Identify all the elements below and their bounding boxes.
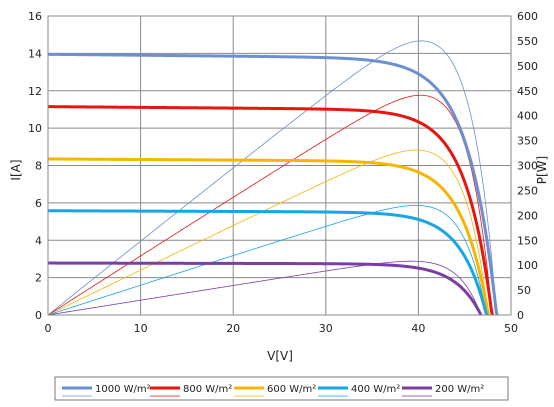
legend-box <box>54 376 509 401</box>
tick-labels: 0 10 20 30 40 5002468101214160501001502002503… <box>28 10 538 335</box>
legend-label: 400 W/m² <box>351 384 400 395</box>
y-right-tick-label: 500 <box>517 60 538 73</box>
legend-label: 1000 W/m² <box>95 384 151 395</box>
y-right-tick-label: 100 <box>517 259 538 272</box>
y-left-tick-label: 12 <box>28 85 42 98</box>
x-tick-label: 50 <box>504 322 518 335</box>
y-right-tick-label: 150 <box>517 234 538 247</box>
y-right-tick-label: 600 <box>517 10 538 23</box>
x-tick-label: 10 <box>134 322 148 335</box>
x-tick-label: 30 <box>319 322 333 335</box>
y-right-tick-label: 400 <box>517 110 538 123</box>
current-curves <box>47 52 499 317</box>
current-curve-series-5 <box>47 261 483 317</box>
x-tick-label: 40 <box>411 322 425 335</box>
current-curve-series-4 <box>47 209 489 316</box>
y-left-tick-label: 2 <box>35 272 42 285</box>
y-right-tick-label: 450 <box>517 85 538 98</box>
y-left-axis-title: I[A] <box>9 159 23 180</box>
legend-label: 800 W/m² <box>183 384 232 395</box>
y-left-tick-label: 10 <box>28 122 42 135</box>
power-curves <box>47 40 498 316</box>
y-right-tick-label: 200 <box>517 209 538 222</box>
power-curve-series-3 <box>47 149 490 316</box>
legend-label: 200 W/m² <box>435 384 484 395</box>
grid-lines <box>48 16 511 315</box>
x-tick-label: 20 <box>226 322 240 335</box>
y-right-tick-label: 550 <box>517 35 538 48</box>
power-curve-series-4 <box>47 204 488 316</box>
y-right-tick-label: 0 <box>517 309 524 322</box>
power-curve-series-1 <box>47 40 498 316</box>
y-right-tick-label: 50 <box>517 284 531 297</box>
current-curve-series-1 <box>47 52 499 316</box>
y-right-tick-label: 350 <box>517 135 538 148</box>
current-curve-series-2 <box>47 105 494 316</box>
x-axis-title: V[V] <box>267 349 293 363</box>
y-right-tick-label: 300 <box>517 160 538 173</box>
current-curve-series-3 <box>47 157 491 316</box>
y-left-tick-label: 4 <box>35 234 42 247</box>
x-tick-label: 0 <box>45 322 52 335</box>
power-curve-series-2 <box>47 94 493 316</box>
y-left-tick-label: 8 <box>35 160 42 173</box>
y-left-tick-label: 0 <box>35 309 42 322</box>
legend: 1000 W/m² 800 W/m² 600 W/m² 400 W/m² 200 W/m… <box>54 376 509 401</box>
y-right-tick-label: 250 <box>517 184 538 197</box>
legend-label: 600 W/m² <box>267 384 316 395</box>
axes <box>47 15 512 316</box>
y-left-tick-label: 16 <box>28 10 42 23</box>
y-left-tick-label: 14 <box>28 47 42 60</box>
y-left-tick-label: 6 <box>35 197 42 210</box>
plot-frame <box>47 15 512 316</box>
y-right-axis-title: P[W] <box>535 156 549 184</box>
power-curve-series-5 <box>47 260 482 316</box>
